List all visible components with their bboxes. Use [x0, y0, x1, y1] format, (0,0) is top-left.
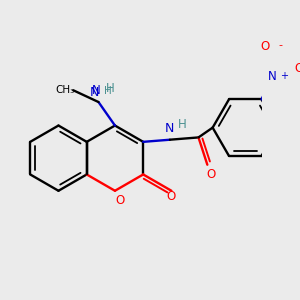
Text: +: +: [280, 71, 288, 81]
Text: O: O: [294, 62, 300, 75]
Text: N: N: [92, 84, 100, 97]
Text: N: N: [165, 122, 175, 135]
Text: H: H: [106, 82, 115, 95]
Text: N: N: [90, 86, 99, 99]
Text: O: O: [260, 40, 270, 53]
Text: H: H: [104, 85, 112, 96]
Text: CH₃: CH₃: [56, 85, 75, 95]
Text: -: -: [278, 40, 282, 50]
Text: O: O: [207, 168, 216, 181]
Text: O: O: [167, 190, 176, 203]
Text: N: N: [268, 70, 277, 83]
Text: H: H: [178, 118, 187, 131]
Text: O: O: [115, 194, 124, 207]
